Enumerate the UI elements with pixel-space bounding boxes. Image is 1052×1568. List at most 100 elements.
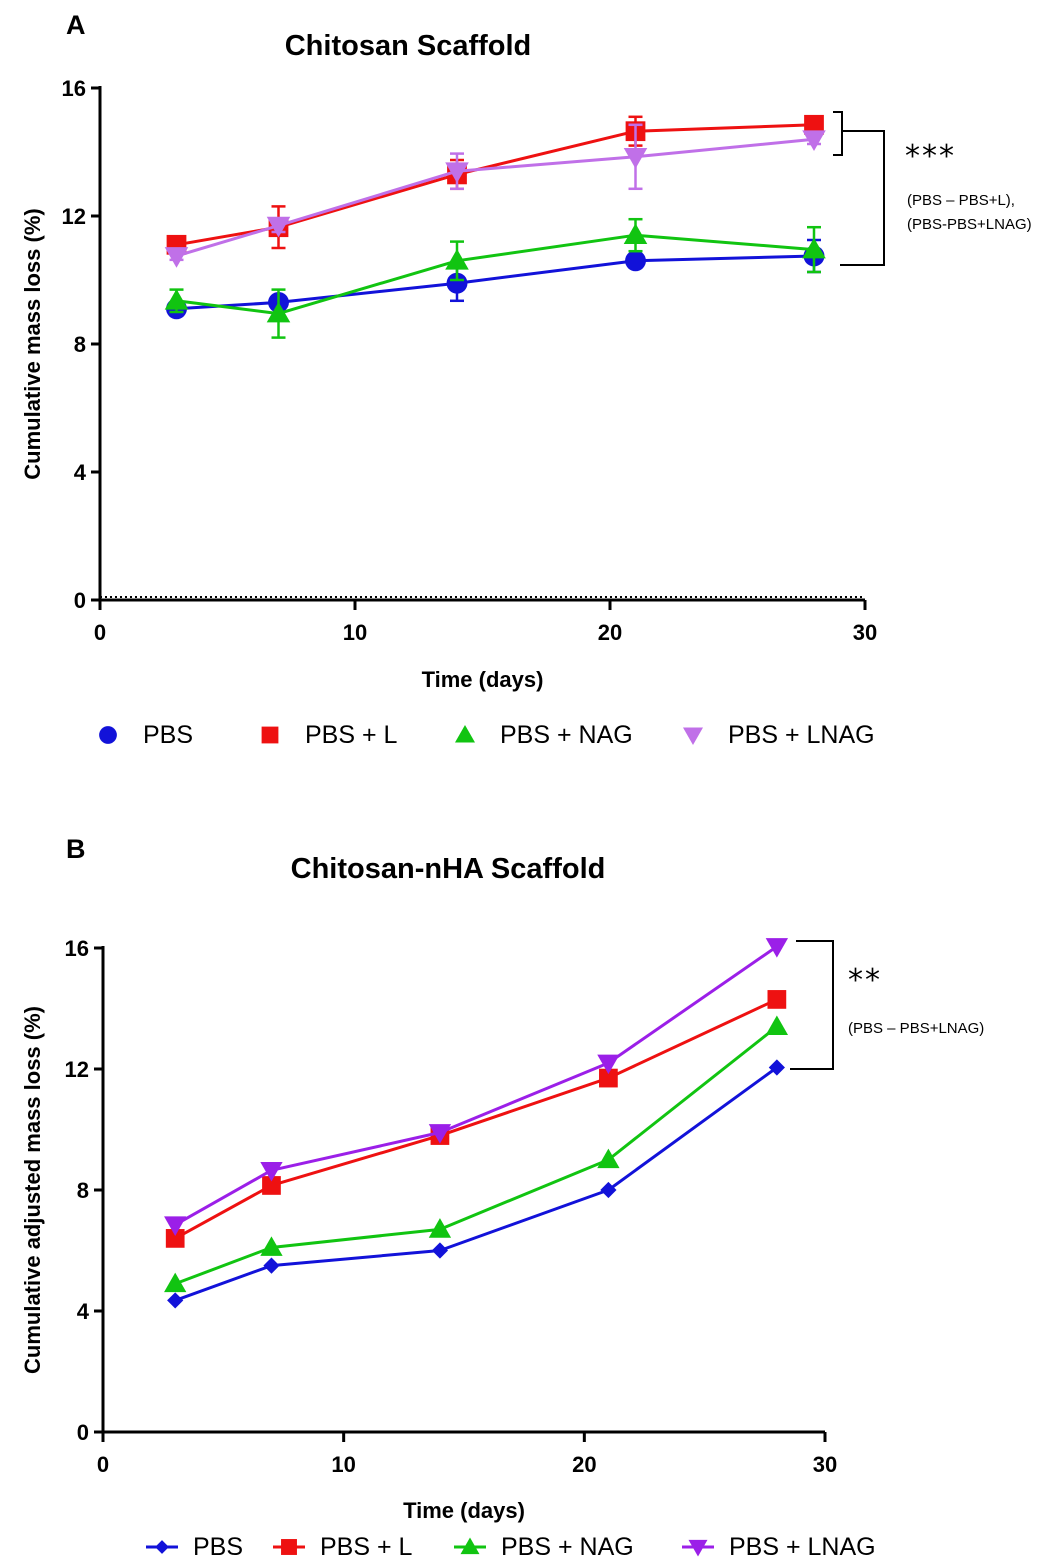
data-point	[167, 1292, 184, 1309]
y-tick-label: 8	[77, 1178, 89, 1203]
x-tick-label: 30	[853, 620, 877, 645]
data-point	[164, 1216, 187, 1236]
data-point	[765, 938, 789, 958]
data-point	[445, 249, 469, 270]
legend-marker	[682, 727, 704, 746]
legend-label: PBS	[193, 1533, 243, 1561]
series-line	[176, 137, 815, 258]
x-tick-label: 20	[598, 620, 622, 645]
x-tick-label: 10	[331, 1452, 355, 1477]
series-pbs-nag	[164, 1015, 789, 1293]
data-point	[802, 130, 826, 151]
panel-label: A	[66, 10, 86, 40]
outer-bracket	[840, 130, 885, 266]
significance-stars: ***	[905, 139, 956, 174]
series-pbs-lnag	[164, 123, 826, 268]
legend-item: PBS + NAG	[454, 721, 633, 749]
data-point	[600, 1181, 617, 1199]
series-pbs-l	[166, 114, 824, 255]
x-axis-title: Time (days)	[403, 1498, 525, 1523]
data-point	[625, 250, 646, 272]
legend-label: PBS	[143, 721, 193, 749]
legend-label: PBS + NAG	[501, 1533, 634, 1561]
legend-label: PBS + L	[305, 721, 398, 749]
data-point	[768, 1059, 785, 1076]
data-point	[164, 247, 189, 268]
y-tick-label: 16	[62, 76, 86, 101]
data-point	[164, 289, 189, 310]
x-tick-label: 0	[97, 1452, 109, 1477]
series-pbs-nag	[164, 217, 826, 339]
data-point	[262, 1176, 281, 1195]
significance-note: (PBS – PBS+L),	[907, 192, 1015, 209]
legend-label: PBS + L	[320, 1533, 413, 1561]
data-point	[263, 1257, 280, 1274]
data-point	[445, 162, 469, 183]
data-point	[765, 1015, 789, 1036]
y-tick-label: 16	[65, 936, 89, 961]
inner-bracket	[833, 111, 843, 156]
chart-panel-b: B Chitosan-nHA Scaffold 0 4 8 12 16 0 10 20 30 Time…	[20, 834, 984, 1561]
data-point	[260, 1236, 283, 1256]
x-tick-label: 20	[572, 1452, 596, 1477]
chart-panel-a: A Chitosan Scaffold 0 4 8 12 16 0 10 20 30 Time (da…	[20, 10, 1032, 749]
legend-item: PBS	[99, 721, 193, 749]
y-tick-label: 4	[74, 460, 87, 485]
legend-item: PBS	[146, 1533, 243, 1561]
y-axis-title: Cumulative adjusted mass loss (%)	[20, 1006, 45, 1374]
legend-label: PBS + LNAG	[728, 721, 875, 749]
legend-item: PBS + NAG	[454, 1533, 634, 1561]
significance-annotation: *** (PBS – PBS+L), (PBS-PBS+LNAG)	[833, 111, 1032, 266]
series-pbs-lnag	[164, 938, 789, 1236]
data-point	[767, 990, 787, 1009]
legend-label: PBS + NAG	[500, 721, 633, 749]
data-point	[428, 1218, 452, 1238]
data-point	[165, 1229, 185, 1248]
data-point	[597, 1148, 620, 1169]
data-point	[623, 147, 648, 169]
data-point	[446, 272, 468, 294]
y-tick-label: 8	[74, 332, 86, 357]
significance-annotation: ** (PBS – PBS+LNAG)	[790, 940, 984, 1070]
legend-item: PBS + LNAG	[682, 1533, 876, 1561]
legend-marker	[688, 1539, 708, 1557]
series-pbs	[166, 238, 825, 320]
y-tick-label: 0	[74, 588, 86, 613]
panel-label: B	[66, 834, 86, 864]
x-tick-label: 10	[343, 620, 367, 645]
data-point	[266, 301, 291, 323]
legend-marker	[460, 1537, 480, 1555]
legend-marker	[281, 1539, 297, 1555]
data-point	[804, 114, 824, 135]
data-point	[597, 1054, 620, 1075]
legend-item: PBS + L	[261, 721, 398, 749]
legend-marker	[99, 726, 117, 744]
x-axis-title: Time (days)	[422, 667, 544, 692]
y-tick-label: 12	[65, 1057, 89, 1082]
y-axis-title: Cumulative mass loss (%)	[20, 208, 45, 479]
data-point	[431, 1242, 449, 1259]
legend-marker	[454, 724, 476, 743]
significance-note: (PBS – PBS+LNAG)	[848, 1020, 984, 1037]
data-point	[428, 1124, 452, 1144]
y-tick-label: 12	[62, 204, 86, 229]
series-line	[174, 1025, 778, 1286]
legend-marker	[155, 1540, 169, 1554]
legend: PBS PBS + L PBS + NAG PBS + LNAG	[146, 1533, 876, 1561]
chart-title: Chitosan-nHA Scaffold	[291, 853, 606, 885]
series-pbs	[167, 1059, 785, 1309]
data-point	[164, 1272, 187, 1293]
data-point	[623, 223, 648, 245]
x-tick-label: 0	[94, 620, 106, 645]
legend-marker	[261, 726, 279, 744]
data-point	[802, 237, 826, 259]
significance-note: (PBS-PBS+LNAG)	[907, 216, 1032, 233]
data-point	[260, 1161, 283, 1182]
data-point	[266, 216, 291, 238]
y-tick-label: 0	[77, 1420, 89, 1445]
y-tick-label: 4	[77, 1299, 90, 1324]
chart-title: Chitosan Scaffold	[285, 30, 532, 62]
legend-item: PBS + LNAG	[682, 721, 875, 749]
outer-bracket	[790, 940, 834, 1070]
